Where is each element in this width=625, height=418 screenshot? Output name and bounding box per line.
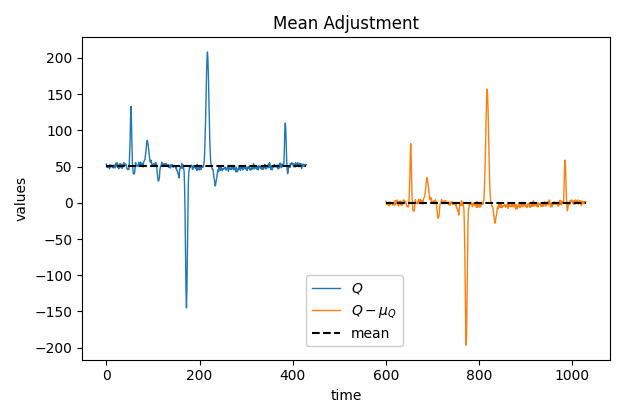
$Q - \mu_Q$ (462, 343, 470, 348)
Line: $Q - \mu_Q$: $Q - \mu_Q$ (386, 89, 586, 345)
$Q$ (302, 163, 310, 168)
Y-axis label: values: values (15, 176, 29, 221)
$Q$ (261, 166, 269, 171)
$Q$ (102, 162, 110, 167)
$Q$ (182, 306, 190, 311)
Title: Mean Adjustment: Mean Adjustment (273, 15, 419, 33)
$Q - \mu_Q$ (582, 200, 590, 205)
Line: $Q$: $Q$ (106, 52, 306, 308)
$Q - \mu_Q$ (434, 211, 441, 216)
$Q - \mu_Q$ (419, 197, 427, 202)
$Q$ (110, 163, 118, 168)
$Q - \mu_Q$ (483, 87, 491, 92)
$Q$ (140, 160, 148, 165)
$Q$ (154, 173, 161, 178)
$Q - \mu_Q$ (541, 203, 549, 208)
mean (102, 163, 110, 168)
mean (302, 163, 310, 168)
$Q - \mu_Q$ (416, 199, 423, 204)
$Q - \mu_Q$ (382, 199, 390, 204)
$Q$ (204, 49, 211, 54)
Legend: $Q$, $Q - \mu_Q$, mean: $Q$, $Q - \mu_Q$, mean (306, 275, 402, 347)
$Q - \mu_Q$ (390, 200, 398, 205)
$Q$ (136, 162, 143, 167)
X-axis label: time: time (331, 389, 362, 403)
$Q - \mu_Q$ (448, 201, 455, 206)
$Q$ (168, 164, 175, 169)
